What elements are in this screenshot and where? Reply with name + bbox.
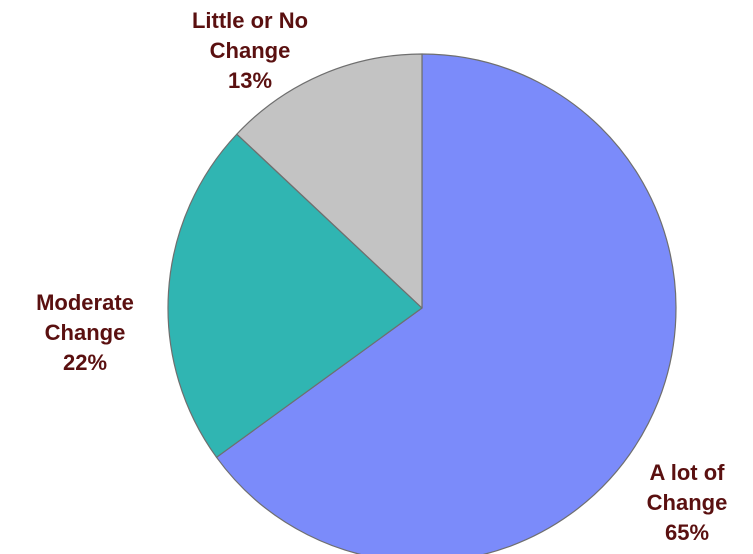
slice-label-moderate-change: Moderate Change 22%: [0, 288, 170, 378]
pie-slice-little-or-no-change: [236, 53, 423, 309]
slice-percent: 65%: [664, 520, 710, 545]
slice-label-line: Change: [646, 490, 728, 515]
slice-label-line: A lot of: [649, 460, 725, 485]
slice-label-little-or-no-change: Little or No Change 13%: [150, 6, 350, 96]
slice-percent: 22%: [62, 350, 108, 375]
slice-label-a-lot-of-change: A lot of Change 65%: [622, 458, 752, 548]
slices-group: [167, 53, 677, 554]
pie-slice-a-lot-of-change: [215, 53, 677, 554]
slice-label-line: Change: [44, 320, 126, 345]
slice-percent: 13%: [227, 68, 273, 93]
pie-slice-moderate-change: [167, 133, 423, 458]
slice-label-line: Little or No: [191, 8, 309, 33]
slice-label-line: Moderate: [36, 290, 134, 315]
slice-label-line: Change: [209, 38, 291, 63]
